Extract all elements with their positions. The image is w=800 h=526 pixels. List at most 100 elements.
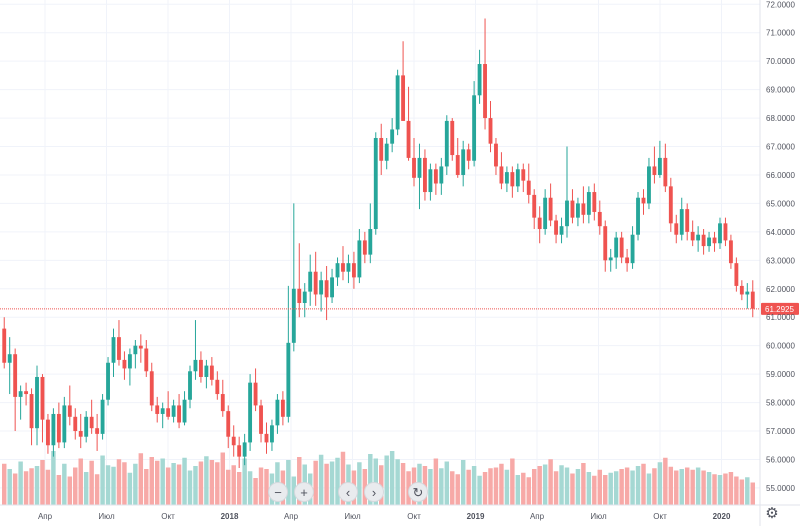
candle-body	[188, 371, 192, 400]
candle-body	[133, 345, 138, 355]
candle-body	[297, 288, 302, 303]
volume-bar	[597, 469, 603, 505]
volume-bar	[160, 458, 165, 505]
candle-body	[461, 149, 466, 175]
volume-bar	[739, 479, 745, 505]
volume-bar	[619, 469, 624, 505]
volume-bar	[45, 469, 51, 505]
volume-bar	[750, 482, 755, 505]
volume-bar	[67, 476, 73, 505]
volume-bar	[2, 463, 7, 505]
candle-body	[198, 359, 203, 377]
candle-body	[395, 75, 400, 130]
volume-bar	[460, 460, 466, 505]
volume-bar	[745, 477, 750, 505]
volume-bar	[466, 469, 471, 505]
volume-bar	[324, 463, 329, 505]
volume-bar	[624, 467, 630, 505]
candle-body	[586, 192, 591, 215]
volume-bar	[226, 469, 231, 505]
volume-bar	[116, 459, 122, 505]
volume-bar	[286, 460, 291, 505]
candle-body	[581, 203, 586, 215]
volume-bar	[176, 464, 182, 505]
volume-bar	[450, 471, 455, 505]
volume-bar	[734, 476, 739, 505]
candle-body	[56, 413, 61, 443]
zoom-out-button[interactable]: −	[268, 482, 288, 502]
candle-body	[750, 291, 755, 309]
candle-body	[346, 263, 351, 272]
candle-body	[417, 157, 422, 178]
candle-body	[521, 169, 526, 181]
candle-body	[335, 263, 340, 278]
candle-body	[319, 280, 324, 295]
scroll-right-button[interactable]: ›	[364, 482, 384, 502]
volume-bar	[7, 469, 12, 505]
candle-body	[111, 337, 116, 363]
volume-bar	[695, 467, 701, 505]
candle-body	[554, 220, 559, 235]
volume-bar	[389, 451, 395, 505]
volume-bar	[641, 463, 646, 505]
volume-bar	[663, 457, 668, 505]
volume-bar	[608, 472, 613, 505]
volume-bar	[603, 475, 608, 505]
scroll-left-button[interactable]: ‹	[338, 482, 358, 502]
candle-body	[51, 413, 56, 446]
candle-body	[264, 433, 269, 443]
candle-body	[384, 143, 389, 161]
chart-navigation: − + ‹ › ↻	[268, 482, 428, 504]
candle-body	[362, 240, 367, 255]
candle-body	[182, 399, 187, 423]
volume-bar	[127, 472, 133, 505]
volume-bar	[209, 460, 215, 505]
candle-body	[166, 408, 171, 417]
volume-bar	[521, 472, 526, 505]
candle-body	[40, 376, 45, 420]
candle-body	[138, 345, 143, 349]
candle-body	[313, 271, 318, 295]
candle-body	[696, 234, 701, 241]
candle-body	[100, 399, 105, 434]
y-tick-label: 61.0000	[766, 313, 795, 322]
candle-body	[78, 431, 83, 437]
volume-bar	[652, 468, 657, 505]
candle-body	[444, 120, 449, 167]
candle-body	[707, 237, 711, 247]
volume-bar	[105, 465, 111, 505]
volume-bar	[318, 454, 324, 505]
volume-bar	[335, 457, 340, 505]
candle-body	[149, 371, 154, 406]
reset-chart-button[interactable]: ↻	[408, 482, 428, 502]
y-tick-label: 68.0000	[766, 114, 795, 123]
candle-body	[7, 354, 12, 363]
volume-bar	[100, 455, 105, 505]
candle-body	[455, 155, 460, 175]
volume-bar	[182, 457, 187, 505]
candle-body	[275, 399, 280, 426]
volume-bar	[515, 475, 521, 505]
volume-bar	[510, 458, 515, 505]
candle-body	[636, 197, 640, 235]
zoom-in-button[interactable]: +	[294, 482, 314, 502]
candle-body	[603, 226, 608, 261]
candle-body	[504, 172, 509, 184]
volume-bar	[373, 458, 378, 505]
candle-body	[559, 226, 564, 235]
y-tick-label: 56.0000	[766, 455, 795, 464]
candle-body	[248, 382, 253, 443]
settings-gear-icon[interactable]: ⚙	[765, 505, 779, 522]
volume-bar	[242, 458, 247, 505]
volume-bar	[73, 467, 78, 505]
y-tick-label: 62.0000	[766, 285, 795, 294]
candle-body	[18, 391, 23, 397]
candle-body	[734, 263, 739, 286]
volume-bar	[488, 468, 493, 505]
volume-bar	[94, 474, 100, 505]
candle-body	[209, 365, 214, 380]
x-tick-label: 2018	[221, 512, 239, 521]
candle-body	[177, 405, 182, 423]
